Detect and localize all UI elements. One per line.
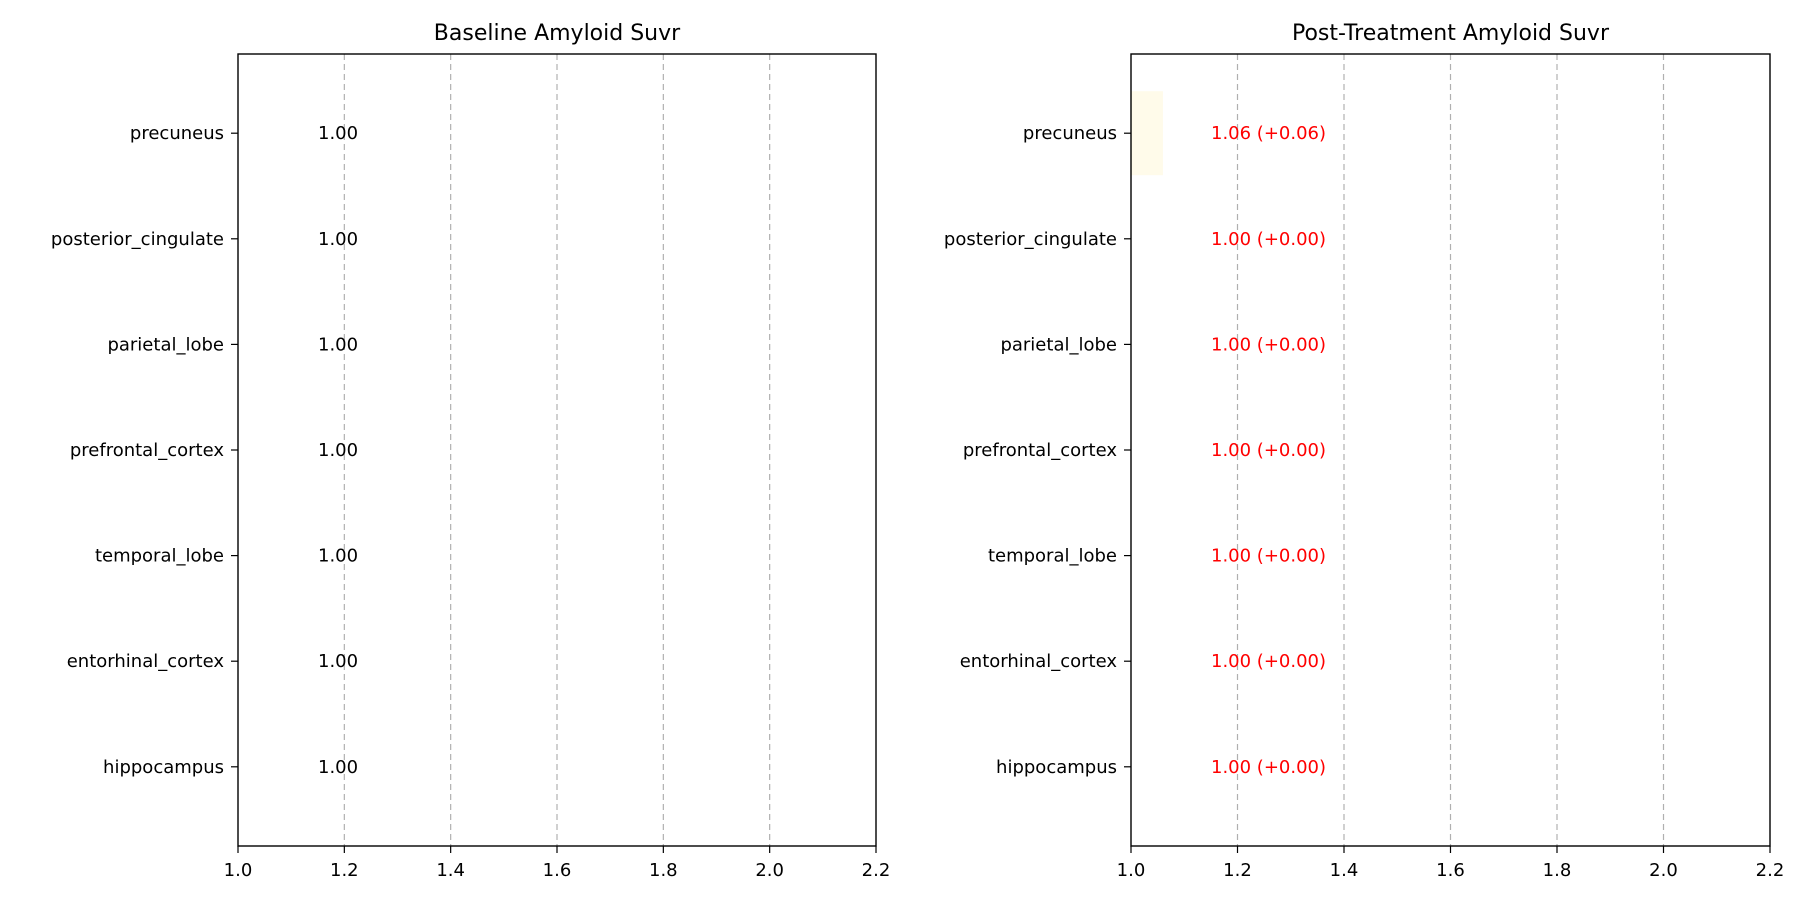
category-label: hippocampus [996, 757, 1117, 778]
category-label: posterior_cingulate [51, 229, 224, 250]
x-tick-label: 1.6 [1436, 860, 1465, 881]
x-tick-label: 1.6 [543, 860, 572, 881]
chart-title: Baseline Amyloid Suvr [434, 21, 681, 46]
post-treatment-panel: 1.06 (+0.06) precuneus 1.00 (+0.00) posteri… [944, 21, 1784, 881]
bar [1131, 91, 1163, 176]
category-label: prefrontal_cortex [70, 440, 224, 461]
value-label: 1.00 (+0.00) [1211, 229, 1326, 250]
category-label: temporal_lobe [988, 546, 1117, 567]
x-tick-label: 1.0 [224, 860, 253, 881]
category-label: hippocampus [103, 757, 224, 778]
value-label: 1.00 [318, 651, 358, 672]
category-label: temporal_lobe [95, 546, 224, 567]
category-label: entorhinal_cortex [960, 651, 1118, 672]
x-tick-label: 1.8 [649, 860, 678, 881]
value-label: 1.06 (+0.06) [1211, 123, 1326, 144]
x-tick-label: 1.8 [1543, 860, 1572, 881]
category-label: entorhinal_cortex [67, 651, 225, 672]
x-tick-label: 1.2 [1223, 860, 1252, 881]
category-label: posterior_cingulate [944, 229, 1117, 250]
x-tick-label: 2.2 [1756, 860, 1785, 881]
x-tick-label: 2.2 [862, 860, 891, 881]
category-label: precuneus [1023, 123, 1117, 144]
x-tick-label: 2.0 [755, 860, 784, 881]
value-label: 1.00 (+0.00) [1211, 651, 1326, 672]
x-tick-label: 2.0 [1649, 860, 1678, 881]
value-label: 1.00 [318, 546, 358, 567]
value-label: 1.00 [318, 757, 358, 778]
category-label: precuneus [130, 123, 224, 144]
category-label: parietal_lobe [1000, 334, 1117, 355]
value-label: 1.00 (+0.00) [1211, 440, 1326, 461]
x-tick-label: 1.4 [436, 860, 465, 881]
baseline-panel: 1.00 precuneus 1.00 posterior_cingulate 1.00… [51, 21, 890, 881]
value-label: 1.00 (+0.00) [1211, 757, 1326, 778]
value-label: 1.00 [318, 334, 358, 355]
value-label: 1.00 (+0.00) [1211, 546, 1326, 567]
category-label: parietal_lobe [107, 334, 224, 355]
category-label: prefrontal_cortex [963, 440, 1117, 461]
x-tick-label: 1.0 [1117, 860, 1146, 881]
x-tick-label: 1.2 [330, 860, 359, 881]
value-label: 1.00 (+0.00) [1211, 334, 1326, 355]
value-label: 1.00 [318, 229, 358, 250]
value-label: 1.00 [318, 440, 358, 461]
value-label: 1.00 [318, 123, 358, 144]
chart-title: Post-Treatment Amyloid Suvr [1292, 21, 1610, 46]
x-tick-label: 1.4 [1330, 860, 1359, 881]
